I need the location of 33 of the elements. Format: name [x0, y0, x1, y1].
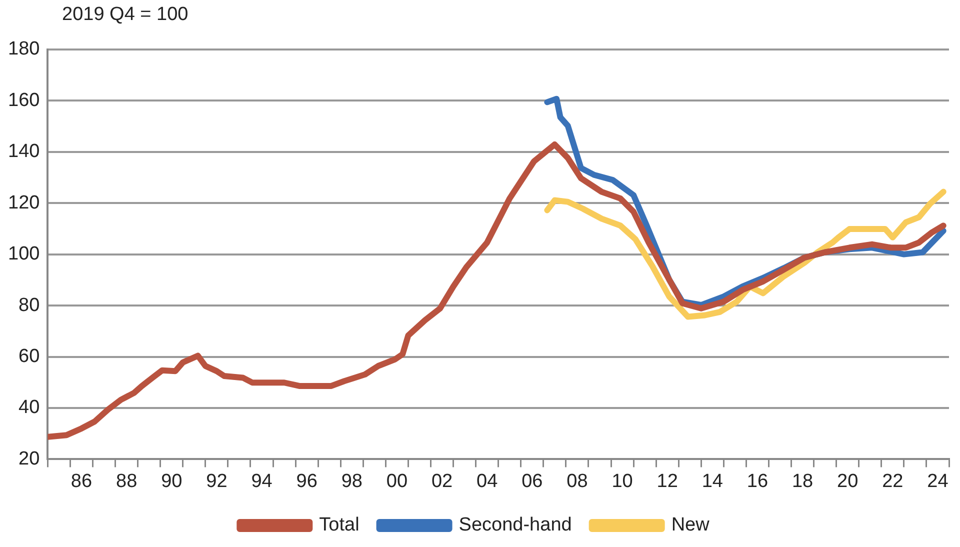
x-tick-label: 92 [206, 470, 228, 492]
x-tick-label: 94 [251, 470, 273, 492]
y-tick-label: 140 [8, 141, 40, 162]
x-tick-label: 20 [837, 470, 858, 492]
x-tick-label: 86 [70, 470, 92, 492]
x-tick-label: 22 [882, 470, 904, 492]
x-tick-label: 16 [746, 470, 768, 492]
x-tick-label: 14 [702, 470, 724, 492]
x-tick-label: 04 [476, 470, 498, 492]
y-tick-label: 20 [18, 448, 40, 470]
x-tick-label: 88 [116, 470, 138, 492]
y-tick-label: 80 [18, 294, 40, 316]
x-tick-label: 08 [566, 470, 588, 492]
x-tick-label: 98 [341, 470, 362, 492]
x-tick-label: 18 [792, 470, 814, 492]
x-tick-label: 06 [522, 470, 543, 492]
y-tick-label: 100 [8, 244, 40, 265]
x-tick-label: 10 [612, 470, 633, 492]
x-tick-label: 00 [386, 470, 408, 492]
y-tick-label: 160 [8, 90, 40, 111]
legend-label: Total [319, 514, 360, 536]
legend-label: New [671, 514, 710, 536]
x-tick-label: 02 [431, 470, 453, 492]
legend-label: Second-hand [458, 514, 572, 536]
x-tick-label: 96 [296, 470, 318, 492]
x-tick-label: 90 [161, 470, 182, 492]
x-tick-label: 24 [927, 470, 949, 492]
x-tick-label: 12 [656, 470, 678, 492]
y-tick-label: 40 [18, 397, 40, 418]
y-tick-label: 180 [8, 38, 40, 60]
y-axis-title: 2019 Q4 = 100 [62, 4, 188, 26]
y-tick-label: 60 [18, 346, 40, 367]
y-tick-label: 120 [8, 192, 40, 214]
